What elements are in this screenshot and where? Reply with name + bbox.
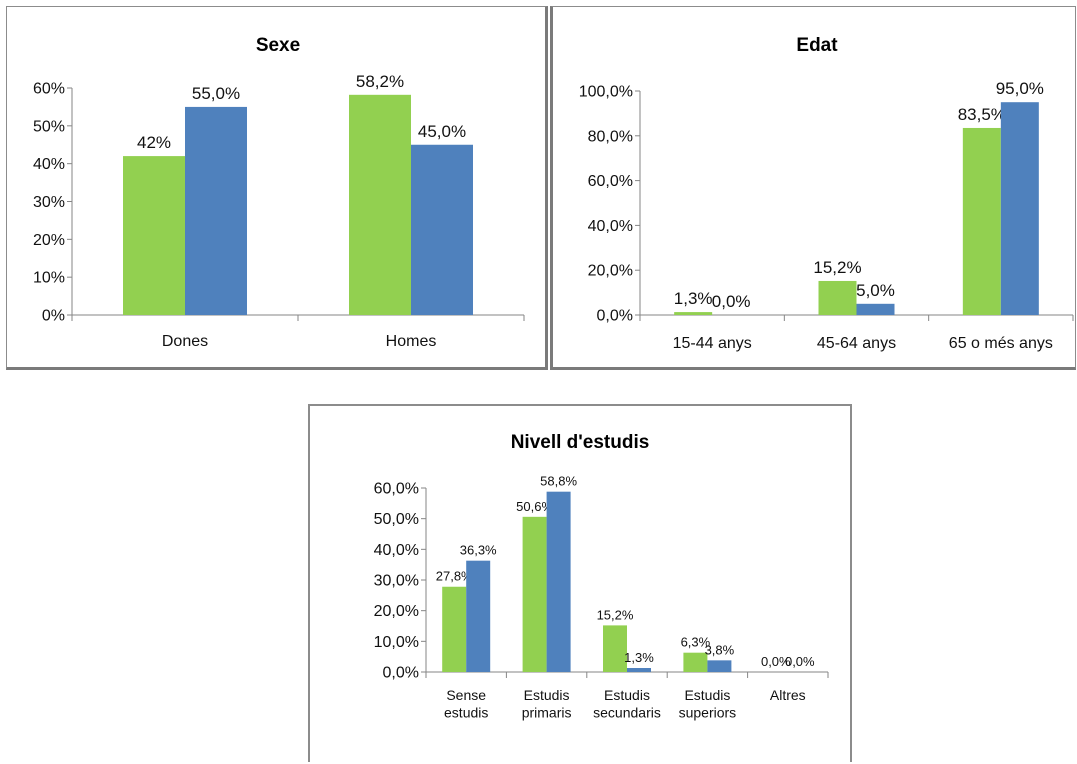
chart-panel-nivell-estudis: Nivell d'estudis 0,0% 10,0% 20,0% 30,0% 40,0%… (308, 404, 852, 762)
data-label: 1,3% (624, 650, 654, 665)
bar-series-2 (856, 303, 895, 315)
y-tick-label: 100,0% (579, 84, 633, 101)
y-tick-label: 40,0% (374, 542, 419, 559)
y-tick-label: 10% (33, 270, 65, 287)
y-tick-label: 60,0% (374, 481, 419, 498)
y-tick-label: 60% (33, 81, 65, 98)
bar-series-1 (522, 516, 547, 672)
data-label: 1,3% (674, 289, 713, 308)
x-category-label: Altres (770, 687, 806, 703)
x-category-label: 15-44 anys (673, 335, 752, 352)
data-label: 15,2% (597, 607, 634, 622)
bar-series-2 (546, 491, 571, 672)
bar-series-1 (349, 94, 411, 315)
data-label: 5,0% (856, 281, 895, 300)
data-label: 95,0% (996, 79, 1044, 98)
y-tick-label: 50% (33, 118, 65, 135)
y-tick-label: 0% (42, 308, 65, 325)
y-tick-label: 10,0% (374, 634, 419, 651)
data-label: 55,0% (192, 84, 240, 103)
chart-title: Nivell d'estudis (511, 432, 650, 453)
data-label: 27,8% (436, 569, 473, 584)
y-tick-label: 60,0% (588, 173, 633, 190)
y-tick-label: 20,0% (374, 603, 419, 620)
chart-title: Edat (796, 35, 838, 56)
bar-series-1 (962, 127, 1001, 316)
bar-series-2 (627, 668, 651, 672)
bar-series-1 (818, 280, 857, 315)
chart-title: Sexe (256, 35, 300, 56)
chart-panel-edat: Edat 0,0% 20,0% 40,0% 60,0% 80,0% 100,0% 15-44 … (550, 6, 1076, 370)
data-label: 50,6% (516, 499, 553, 514)
data-label: 58,8% (540, 474, 577, 489)
bar-series-2 (411, 144, 473, 315)
chart-nivell-estudis: Nivell d'estudis 0,0% 10,0% 20,0% 30,0% 40,0%… (374, 432, 829, 721)
y-tick-label: 20,0% (588, 263, 633, 280)
chart-edat: Edat 0,0% 20,0% 40,0% 60,0% 80,0% 100,0% 15-44 … (579, 35, 1074, 352)
y-tick-label: 80,0% (588, 128, 633, 145)
data-label: 83,5% (958, 105, 1006, 124)
y-tick-label: 50,0% (374, 511, 419, 528)
x-category-label: Estudis superiors (679, 687, 737, 721)
data-label: 36,3% (460, 543, 497, 558)
bar-series-1 (683, 652, 708, 672)
chart-panel-sexe: Sexe 0% 10% 20% 30% 40% 50% 60% Dones 42% 55,0% Hom… (6, 6, 548, 370)
y-tick-label: 20% (33, 232, 65, 249)
bar-series-2 (185, 106, 247, 316)
x-category-label: Estudis primaris (522, 687, 572, 721)
y-tick-label: 30,0% (374, 573, 419, 590)
bar-series-1 (123, 156, 185, 315)
x-category-label: Dones (162, 333, 208, 350)
y-tick-label: 0,0% (383, 665, 419, 682)
data-label: 15,2% (813, 258, 861, 277)
bar-series-1 (442, 586, 467, 672)
y-tick-label: 30% (33, 194, 65, 211)
y-tick-label: 40,0% (588, 218, 633, 235)
chart-sexe: Sexe 0% 10% 20% 30% 40% 50% 60% Dones 42% 55,0% Hom… (33, 35, 525, 350)
y-tick-label: 40% (33, 156, 65, 173)
bar-series-1 (674, 312, 713, 315)
x-category-label: 65 o més anys (949, 335, 1053, 352)
bar-series-2 (707, 660, 732, 672)
y-tick-label: 0,0% (597, 308, 633, 325)
data-label: 3,8% (705, 642, 735, 657)
bar-series-1 (603, 625, 627, 672)
data-label: 42% (137, 133, 171, 152)
data-label: 0,0% (712, 292, 751, 311)
bar-series-2 (466, 560, 491, 672)
x-category-label: Sense estudis (444, 687, 488, 721)
bar-series-2 (1000, 102, 1039, 315)
data-label: 0,0% (761, 654, 791, 669)
data-label: 45,0% (418, 122, 466, 141)
data-label: 0,0% (785, 654, 815, 669)
data-label: 58,2% (356, 72, 404, 91)
data-label: 6,3% (681, 635, 711, 650)
x-category-label: Estudis secundaris (593, 687, 661, 721)
x-category-label: Homes (386, 333, 437, 350)
x-category-label: 45-64 anys (817, 335, 896, 352)
